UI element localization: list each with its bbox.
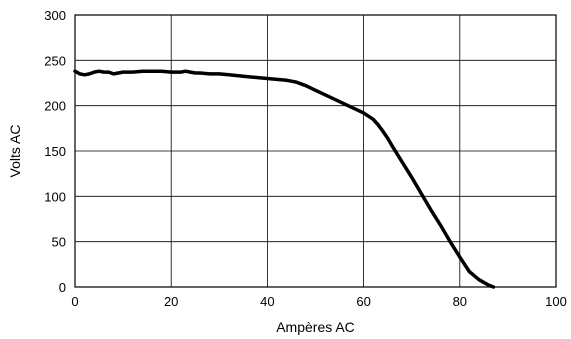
plot-area-frame (74, 14, 557, 288)
y-axis-title: Volts AC (7, 125, 23, 178)
y-tick-label: 100 (44, 189, 66, 204)
y-tick-label: 0 (59, 280, 66, 295)
x-tick-label: 100 (545, 294, 567, 309)
x-tick-label: 40 (260, 294, 274, 309)
y-tick-label: 250 (44, 53, 66, 68)
x-axis-title: Ampères AC (276, 319, 355, 335)
grid (74, 14, 557, 288)
x-tick-label: 60 (356, 294, 370, 309)
x-axis-ticks: 0 20 40 60 80 100 (71, 294, 566, 309)
x-tick-label: 0 (71, 294, 78, 309)
x-tick-label: 80 (453, 294, 467, 309)
y-tick-label: 50 (52, 235, 66, 250)
series-layer (73, 69, 496, 289)
x-tick-label: 20 (164, 294, 178, 309)
y-tick-label: 150 (44, 144, 66, 159)
y-tick-label: 200 (44, 99, 66, 114)
series-line (73, 69, 496, 289)
y-tick-label: 300 (44, 8, 66, 23)
y-axis-ticks: 0 50 100 150 200 250 300 (44, 8, 66, 295)
